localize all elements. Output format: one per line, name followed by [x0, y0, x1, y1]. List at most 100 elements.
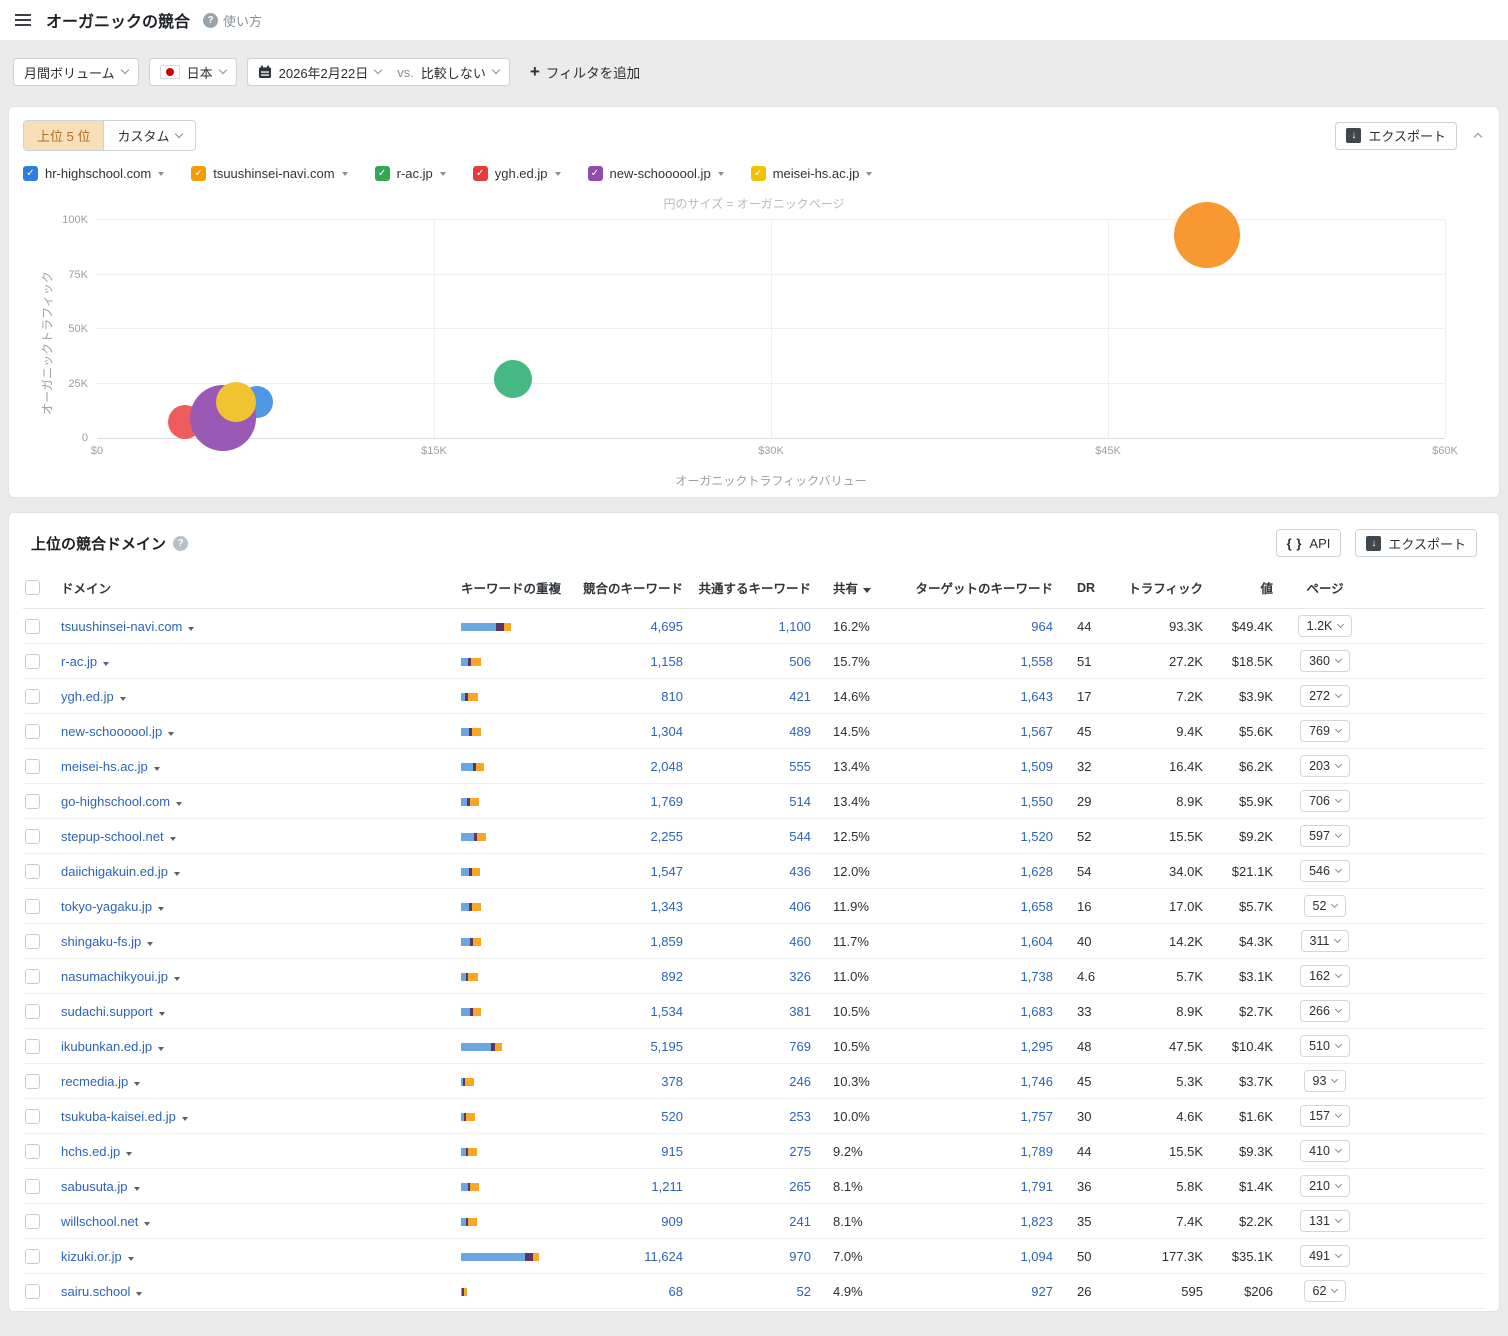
row-checkbox[interactable]: [25, 899, 40, 915]
row-checkbox[interactable]: [25, 759, 40, 775]
column-header-9[interactable]: 値: [1205, 569, 1275, 609]
bubble-tsuushinsei-navi.com[interactable]: [1173, 201, 1240, 268]
column-header-2[interactable]: キーワードの重複: [459, 569, 579, 609]
domain-caret-icon[interactable]: [133, 1186, 140, 1191]
tab-custom[interactable]: カスタム: [103, 121, 196, 150]
domain-caret-icon[interactable]: [169, 836, 176, 841]
domain-caret-icon[interactable]: [119, 696, 126, 701]
competitor-keywords-link[interactable]: 1,547: [650, 863, 683, 879]
column-header-4[interactable]: 共通するキーワード: [685, 569, 813, 609]
api-button[interactable]: { } API: [1275, 529, 1342, 557]
pages-dropdown[interactable]: 210: [1300, 1175, 1350, 1197]
common-keywords-link[interactable]: 326: [789, 968, 811, 984]
competitor-keywords-link[interactable]: 1,769: [650, 793, 683, 809]
domain-caret-icon[interactable]: [158, 1046, 165, 1051]
competitor-keywords-link[interactable]: 915: [661, 1143, 683, 1159]
pages-dropdown[interactable]: 311: [1300, 930, 1350, 952]
legend-checkbox[interactable]: ✓: [750, 166, 766, 181]
competitor-keywords-link[interactable]: 2,048: [650, 758, 683, 774]
target-keywords-link[interactable]: 1,823: [1020, 1213, 1053, 1229]
domain-link[interactable]: meisei-hs.ac.jp: [61, 758, 148, 774]
hamburger-menu-icon[interactable]: [15, 19, 31, 21]
pages-dropdown[interactable]: 706: [1300, 790, 1350, 812]
legend-item-tsuushinsei-navi.com[interactable]: ✓ tsuushinsei-navi.com: [191, 166, 348, 181]
target-keywords-link[interactable]: 1,757: [1020, 1108, 1053, 1124]
pages-dropdown[interactable]: 93: [1303, 1070, 1347, 1092]
target-keywords-link[interactable]: 1,550: [1020, 793, 1053, 809]
column-header-5[interactable]: 共有: [813, 569, 905, 609]
pages-dropdown[interactable]: 157: [1300, 1105, 1350, 1127]
help-link[interactable]: ? 使い方: [203, 11, 262, 30]
column-header-10[interactable]: ページ: [1275, 569, 1375, 609]
target-keywords-link[interactable]: 1,520: [1020, 828, 1053, 844]
pages-dropdown[interactable]: 491: [1300, 1245, 1350, 1267]
legend-item-ygh.ed.jp[interactable]: ✓ ygh.ed.jp: [472, 166, 561, 181]
common-keywords-link[interactable]: 460: [789, 933, 811, 949]
target-keywords-link[interactable]: 1,628: [1020, 863, 1053, 879]
common-keywords-link[interactable]: 489: [789, 723, 811, 739]
domain-link[interactable]: stepup-school.net: [61, 828, 164, 844]
country-filter-button[interactable]: 日本: [148, 58, 237, 86]
target-keywords-link[interactable]: 1,643: [1020, 688, 1053, 704]
domain-caret-icon[interactable]: [144, 1221, 151, 1226]
row-checkbox[interactable]: [25, 619, 40, 635]
pages-dropdown[interactable]: 131: [1300, 1210, 1350, 1232]
row-checkbox[interactable]: [25, 1004, 40, 1020]
domain-caret-icon[interactable]: [153, 766, 160, 771]
row-checkbox[interactable]: [25, 829, 40, 845]
row-checkbox[interactable]: [25, 689, 40, 705]
row-checkbox[interactable]: [25, 934, 40, 950]
domain-link[interactable]: shingaku-fs.jp: [61, 933, 142, 949]
add-filter-button[interactable]: + フィルタを追加: [520, 58, 650, 86]
competitor-keywords-link[interactable]: 892: [661, 968, 683, 984]
volume-filter-button[interactable]: 月間ボリューム: [13, 58, 139, 86]
column-header-1[interactable]: ドメイン: [59, 569, 459, 609]
row-checkbox[interactable]: [25, 1214, 40, 1230]
legend-item-r-ac.jp[interactable]: ✓ r-ac.jp: [374, 166, 446, 181]
row-checkbox[interactable]: [25, 1109, 40, 1125]
date-compare-button[interactable]: 2026年2月22日 vs. 比較しない: [246, 58, 510, 86]
legend-item-new-schoooool.jp[interactable]: ✓ new-schoooool.jp: [587, 166, 724, 181]
common-keywords-link[interactable]: 265: [789, 1178, 811, 1194]
competitor-keywords-link[interactable]: 378: [661, 1073, 683, 1089]
pages-dropdown[interactable]: 769: [1300, 720, 1350, 742]
column-header-7[interactable]: DR: [1055, 569, 1115, 609]
legend-item-hr-highschool.com[interactable]: ✓ hr-highschool.com: [23, 166, 165, 181]
common-keywords-link[interactable]: 544: [789, 828, 811, 844]
domain-link[interactable]: r-ac.jp: [61, 653, 98, 669]
pages-dropdown[interactable]: 52: [1303, 895, 1347, 917]
row-checkbox[interactable]: [25, 1144, 40, 1160]
target-keywords-link[interactable]: 1,567: [1020, 723, 1053, 739]
competitor-keywords-link[interactable]: 5,195: [650, 1038, 683, 1054]
domain-link[interactable]: sudachi.support: [61, 1003, 153, 1019]
legend-checkbox[interactable]: ✓: [472, 166, 488, 181]
competitor-keywords-link[interactable]: 909: [661, 1213, 683, 1229]
domain-caret-icon[interactable]: [173, 871, 180, 876]
table-export-button[interactable]: ↓ エクスポート: [1355, 529, 1477, 557]
select-all-checkbox[interactable]: [25, 580, 40, 596]
domain-link[interactable]: hchs.ed.jp: [61, 1143, 121, 1159]
row-checkbox[interactable]: [25, 794, 40, 810]
domain-caret-icon[interactable]: [136, 1291, 143, 1296]
target-keywords-link[interactable]: 964: [1031, 618, 1053, 634]
domain-link[interactable]: sabusuta.jp: [61, 1178, 128, 1194]
common-keywords-link[interactable]: 555: [789, 758, 811, 774]
target-keywords-link[interactable]: 1,295: [1020, 1038, 1053, 1054]
competitor-keywords-link[interactable]: 1,343: [650, 898, 683, 914]
column-header-3[interactable]: 競合のキーワード: [579, 569, 685, 609]
competitor-keywords-link[interactable]: 1,211: [651, 1178, 683, 1194]
common-keywords-link[interactable]: 253: [789, 1108, 811, 1124]
target-keywords-link[interactable]: 1,658: [1020, 898, 1053, 914]
pages-dropdown[interactable]: 1.2K: [1297, 615, 1353, 637]
domain-caret-icon[interactable]: [168, 731, 175, 736]
target-keywords-link[interactable]: 1,738: [1020, 968, 1053, 984]
legend-item-meisei-hs.ac.jp[interactable]: ✓ meisei-hs.ac.jp: [750, 166, 873, 181]
common-keywords-link[interactable]: 52: [796, 1283, 811, 1299]
target-keywords-link[interactable]: 1,683: [1020, 1003, 1053, 1019]
column-header-8[interactable]: トラフィック: [1115, 569, 1205, 609]
legend-checkbox[interactable]: ✓: [23, 166, 38, 181]
target-keywords-link[interactable]: 1,791: [1020, 1178, 1053, 1194]
domain-link[interactable]: nasumachikyoui.jp: [61, 968, 168, 984]
domain-caret-icon[interactable]: [126, 1151, 133, 1156]
domain-caret-icon[interactable]: [127, 1256, 134, 1261]
